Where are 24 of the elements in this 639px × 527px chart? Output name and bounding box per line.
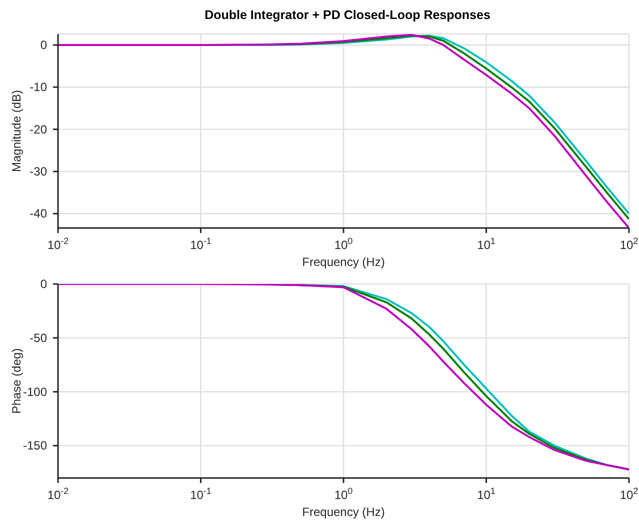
y-tick-label: -100: [22, 384, 48, 399]
y-tick-label: -10: [30, 80, 48, 94]
x-axis-title: Frequency (Hz): [302, 505, 385, 519]
x-tick-label: 10$^{1}$: [477, 486, 496, 502]
x-tick-label: 10$^{-1}$: [190, 486, 212, 502]
y-tick-label: -50: [30, 330, 48, 345]
y-axis-title: Magnitude (dB): [9, 90, 24, 172]
x-tick-label: 10$^{2}$: [620, 486, 638, 502]
x-axis-title: Frequency (Hz): [302, 255, 385, 269]
y-tick-label: 0: [40, 38, 48, 52]
x-tick-label: 10$^{-2}$: [47, 236, 69, 252]
x-tick-label: 10$^{-1}$: [190, 236, 212, 252]
x-tick-label: 10$^{2}$: [620, 236, 638, 252]
y-axis-title: Phase (deg): [9, 348, 24, 414]
y-tick-label: 0: [40, 277, 48, 291]
y-tick-label: -30: [30, 164, 48, 178]
y-tick-label: -40: [30, 206, 48, 221]
x-tick-label: 10$^{1}$: [477, 236, 496, 252]
y-tick-label: -20: [30, 122, 48, 136]
x-tick-label: 10$^{0}$: [334, 236, 353, 252]
x-tick-label: 10$^{0}$: [334, 486, 353, 502]
x-tick-label: 10$^{-2}$: [47, 486, 69, 502]
chart-title: Double Integrator + PD Closed-Loop Responses: [204, 8, 492, 22]
y-tick-label: -150: [22, 438, 48, 453]
